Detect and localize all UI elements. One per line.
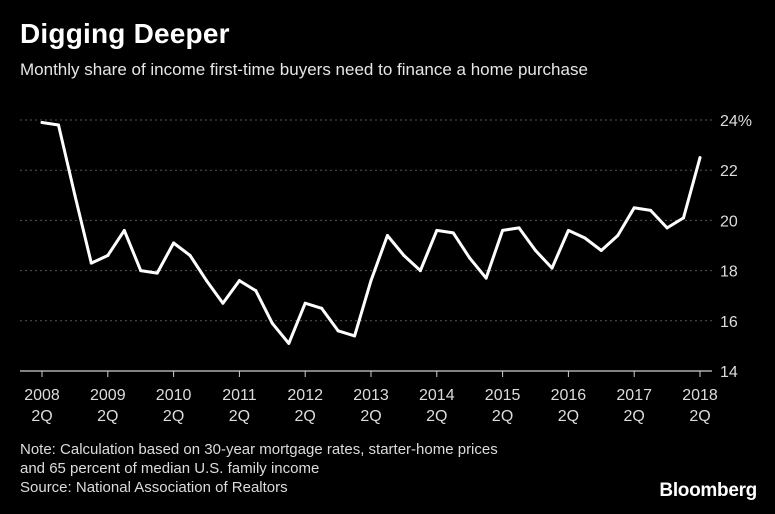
note-line-2: and 65 percent of median U.S. family inc… — [20, 460, 320, 477]
chart-title: Digging Deeper — [20, 18, 230, 49]
x-tick-label-quarter: 2Q — [426, 408, 447, 425]
data-point — [665, 226, 669, 230]
data-point — [435, 228, 439, 232]
data-point — [353, 334, 357, 338]
x-tick-label-year: 2015 — [485, 387, 521, 404]
note-line-1: Note: Calculation based on 30-year mortg… — [20, 441, 498, 458]
data-point — [254, 289, 258, 293]
series-line — [40, 121, 702, 345]
y-tick-label: 14 — [720, 364, 738, 381]
x-tick-label-quarter: 2Q — [492, 408, 513, 425]
x-tick-label-quarter: 2Q — [624, 408, 645, 425]
data-point — [40, 121, 44, 125]
data-point — [188, 254, 192, 258]
data-point — [501, 228, 505, 232]
y-tick-label: 24% — [720, 113, 752, 130]
data-point — [616, 233, 620, 237]
data-point — [270, 321, 274, 325]
x-axis: 2008 2Q 2009 2Q 2010 2Q 2011 2Q 2012 2Q 2013 2Q 2014… — [24, 371, 718, 425]
x-tick-label-year: 2008 — [24, 387, 60, 404]
data-point — [649, 208, 653, 212]
x-tick-label-year: 2017 — [616, 387, 652, 404]
data-point — [451, 231, 455, 235]
chart-subtitle: Monthly share of income first-time buyer… — [20, 60, 588, 79]
y-axis: 14 16 18 20 22 24% — [720, 113, 752, 381]
bloomberg-logo: Bloomberg — [659, 480, 757, 501]
data-point — [155, 271, 159, 275]
data-point — [418, 269, 422, 273]
y-tick-label: 20 — [720, 213, 738, 230]
data-point — [73, 193, 77, 197]
x-tick-label-quarter: 2Q — [229, 408, 250, 425]
x-tick-label-quarter: 2Q — [31, 408, 52, 425]
data-point — [336, 329, 340, 333]
data-point — [484, 276, 488, 280]
x-tick-label-year: 2018 — [682, 387, 718, 404]
data-point — [682, 216, 686, 220]
x-tick-label-year: 2013 — [353, 387, 389, 404]
data-point — [122, 228, 126, 232]
data-point — [205, 279, 208, 283]
x-tick-label-quarter: 2Q — [689, 408, 710, 425]
data-point — [583, 236, 587, 240]
x-tick-label-year: 2014 — [419, 387, 455, 404]
data-point — [468, 256, 472, 260]
y-tick-label: 16 — [720, 314, 738, 331]
y-tick-label: 18 — [720, 264, 738, 281]
data-point — [89, 261, 93, 265]
data-point — [172, 241, 176, 245]
data-point — [534, 249, 537, 253]
x-tick-label-year: 2010 — [156, 387, 192, 404]
series-line-share-of-income — [40, 121, 702, 345]
data-point — [320, 306, 324, 310]
x-tick-label-quarter: 2Q — [97, 408, 118, 425]
source-line: Source: National Association of Realtors — [20, 479, 288, 496]
data-point — [550, 266, 554, 270]
x-tick-label-year: 2009 — [90, 387, 126, 404]
data-point — [56, 123, 60, 127]
data-point — [237, 279, 241, 283]
data-point — [566, 228, 570, 232]
data-point — [402, 254, 406, 258]
x-tick-label-quarter: 2Q — [558, 408, 579, 425]
data-point — [287, 341, 291, 345]
x-tick-label-quarter: 2Q — [295, 408, 316, 425]
x-tick-label-year: 2016 — [551, 387, 587, 404]
data-point — [221, 301, 225, 305]
data-point — [303, 301, 307, 305]
x-tick-label-year: 2011 — [222, 387, 257, 404]
x-tick-label-quarter: 2Q — [163, 408, 184, 425]
y-tick-label: 22 — [720, 163, 738, 180]
x-tick-label-year: 2012 — [287, 387, 323, 404]
data-point — [369, 279, 373, 283]
data-point — [632, 206, 636, 210]
data-point — [385, 233, 389, 237]
data-point — [139, 269, 143, 273]
chart-note: Note: Calculation based on 30-year mortg… — [20, 440, 498, 497]
data-point — [698, 156, 702, 160]
data-point — [517, 226, 521, 230]
gridlines — [20, 119, 712, 372]
data-point — [106, 254, 110, 258]
data-point — [599, 249, 603, 253]
x-tick-label-quarter: 2Q — [360, 408, 381, 425]
